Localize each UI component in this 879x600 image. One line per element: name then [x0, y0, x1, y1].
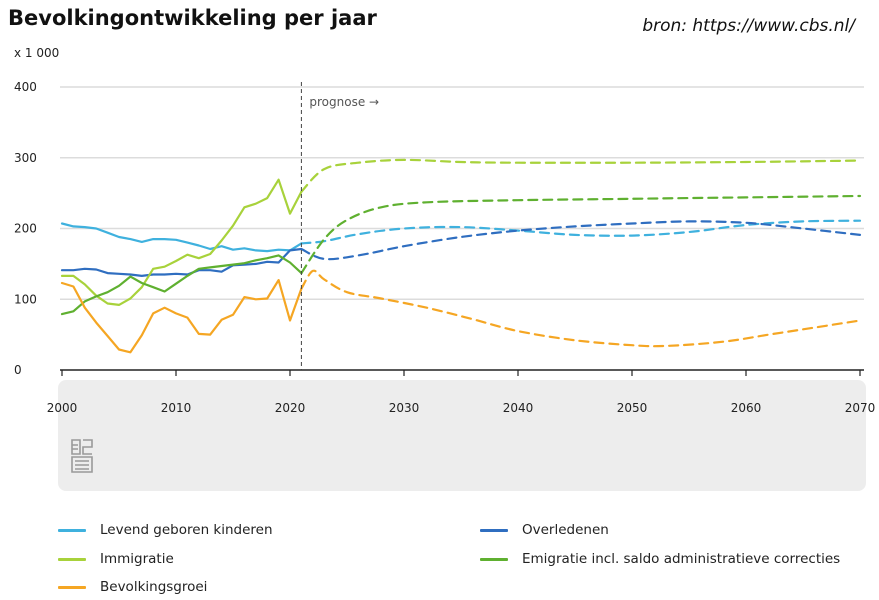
x-tick-label-2020: 2020 [275, 401, 306, 415]
source-link[interactable]: bron: https://www.cbs.nl/ [642, 16, 855, 36]
cbs-logo-icon [70, 438, 94, 478]
series-projected-levend [300, 219, 862, 245]
x-tick-label-2030: 2030 [389, 401, 420, 415]
series-observed-levend [60, 222, 303, 253]
series-observed-emigratie [60, 254, 303, 316]
x-tick-label-2000: 2000 [47, 401, 78, 415]
plot-area [58, 70, 866, 380]
y-tick-label-400: 400 [14, 80, 37, 94]
series-projected-overledenen [300, 220, 862, 261]
annotation-layer: prognose → [300, 82, 379, 370]
chart-footer-panel [58, 380, 866, 491]
y-tick-label-300: 300 [14, 151, 37, 165]
series-observed-overledenen [60, 247, 303, 277]
series-layer [60, 158, 862, 354]
series-observed-immigratie [60, 178, 303, 306]
y-tick-label-0: 0 [14, 363, 22, 377]
series-observed-bevolkingsgroei [60, 279, 303, 354]
series-projected-immigratie [300, 158, 862, 193]
x-tick-label-2060: 2060 [731, 401, 762, 415]
x-tick-label-2040: 2040 [503, 401, 534, 415]
y-axis-unit-label: x 1 000 [14, 46, 60, 60]
y-tick-label-200: 200 [14, 222, 37, 236]
grid-lines [60, 86, 864, 300]
y-tick-label-100: 100 [14, 292, 37, 306]
x-tick-label-2050: 2050 [617, 401, 648, 415]
x-tick-label-2070: 2070 [845, 401, 876, 415]
axes: 0 100 200 300 400 2000 2010 2020 2030 2040 2050 206… [14, 80, 875, 415]
chart-title: Bevolkingontwikkeling per jaar [8, 6, 377, 30]
prognose-annotation: prognose → [309, 95, 379, 109]
x-tick-label-2010: 2010 [161, 401, 192, 415]
